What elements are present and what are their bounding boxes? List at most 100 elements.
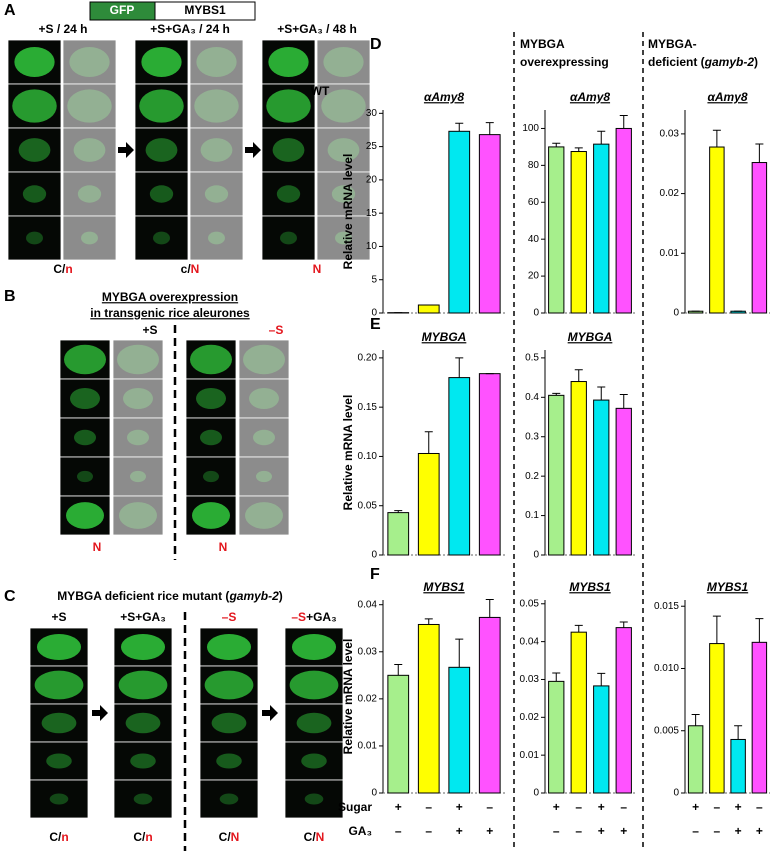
bar (615, 627, 632, 794)
text-segment: +S / 24 h (38, 22, 87, 36)
location-label: C/N (304, 830, 325, 844)
micrograph-signal (41, 712, 77, 734)
micrograph-signal (323, 46, 364, 78)
y-tick-label: 0.05 (520, 598, 540, 609)
error-bar (619, 115, 628, 129)
micrograph-signal (12, 89, 57, 123)
text-segment: overexpressing (520, 55, 609, 69)
text-segment: +S (142, 323, 157, 337)
micrograph-signal (280, 231, 297, 245)
chart-title: αAmy8 (570, 90, 610, 104)
column-label: +S (142, 323, 157, 337)
micrograph-signal (243, 344, 285, 375)
text-segment: N (316, 830, 325, 844)
micrograph (59, 456, 111, 497)
column-header: MYBGA- (648, 37, 697, 51)
y-tick-label: 0.010 (654, 663, 679, 674)
micrograph (113, 741, 173, 781)
text-segment: n (145, 830, 152, 844)
micrograph-signal (74, 429, 96, 446)
micrograph-signal (130, 470, 146, 483)
treatment-sign: + (456, 824, 463, 838)
bar (751, 162, 768, 314)
micrograph-signal (192, 502, 230, 529)
micrograph-signal (67, 89, 112, 123)
column-label: –S+GA₃ (291, 610, 336, 624)
panel-label: E (370, 316, 381, 333)
micrograph-signal (133, 793, 153, 805)
micrograph-signal (127, 429, 149, 446)
treatment-sign: – (620, 800, 627, 814)
treatment-sign: – (692, 824, 699, 838)
treatment-sign: + (486, 824, 493, 838)
micrograph-signal (321, 89, 366, 123)
error-bar (597, 386, 606, 401)
y-tick-label: 0.15 (358, 402, 378, 413)
treatment-label: GA₃ (348, 824, 372, 838)
micrograph-signal (256, 470, 272, 483)
bar (570, 151, 587, 314)
micrograph-signal (36, 634, 82, 660)
text-segment: gamyb-2 (228, 589, 279, 603)
micrograph-signal (253, 429, 275, 446)
treatment-sign: – (486, 800, 493, 814)
location-label: C/n (49, 830, 68, 844)
y-tick-label: 0.05 (358, 500, 378, 511)
treatment-sign: – (425, 800, 432, 814)
bar (709, 146, 725, 314)
text-segment: n (61, 830, 68, 844)
error-bar (455, 638, 464, 668)
bar (615, 127, 632, 314)
arrow (92, 705, 108, 721)
micrograph (261, 171, 316, 217)
arrow (118, 142, 134, 158)
micrograph-signal (130, 753, 156, 769)
bar (687, 725, 704, 794)
y-tick-label: 30 (366, 108, 378, 119)
y-tick-label: 0.02 (660, 188, 680, 199)
micrograph-signal (196, 387, 226, 410)
micrograph (185, 456, 237, 497)
treatment-sign: – (553, 824, 560, 838)
bar (417, 304, 440, 314)
micrograph-signal (139, 89, 184, 123)
column-label: +S+GA₃ / 48 h (277, 22, 357, 36)
micrograph-signal (301, 753, 327, 769)
column-header: WT (311, 84, 330, 98)
text-segment: –S (291, 610, 306, 624)
y-tick-label: 0 (673, 308, 679, 319)
error-bar (424, 431, 433, 454)
chart-title: αAmy8 (424, 90, 464, 104)
text-segment: N (93, 540, 102, 554)
y-tick-label: 0.1 (525, 510, 539, 521)
text-segment: N (313, 262, 322, 276)
micrograph-signal (46, 753, 72, 769)
y-tick-label: 0 (673, 788, 679, 799)
micrograph (29, 741, 89, 781)
micrograph-signal (200, 429, 222, 446)
panel-title: MYBGA deficient rice mutant (gamyb-2) (57, 589, 283, 603)
micrograph-signal (194, 89, 239, 123)
y-tick-label: 15 (366, 208, 378, 219)
construct-mybs1 (154, 1, 256, 21)
error-bar (552, 672, 561, 682)
micrograph-signal (145, 138, 178, 162)
bar (387, 674, 410, 794)
bar (570, 381, 587, 556)
column-label: –S (222, 610, 237, 624)
error-bar (691, 714, 700, 726)
micrograph-signal (216, 753, 242, 769)
bar (548, 394, 565, 556)
y-tick-label: 0.03 (358, 646, 378, 657)
text-segment: N (191, 262, 200, 276)
y-tick-label: 10 (366, 241, 378, 252)
micrograph-signal (200, 138, 233, 162)
error-bar (552, 392, 561, 396)
y-tick-label: 0.005 (654, 725, 679, 736)
y-tick-label: 0.03 (520, 674, 540, 685)
micrograph-signal (69, 46, 110, 78)
treatment-sign: – (575, 824, 582, 838)
y-tick-label: 80 (528, 160, 540, 171)
bar (387, 512, 410, 556)
